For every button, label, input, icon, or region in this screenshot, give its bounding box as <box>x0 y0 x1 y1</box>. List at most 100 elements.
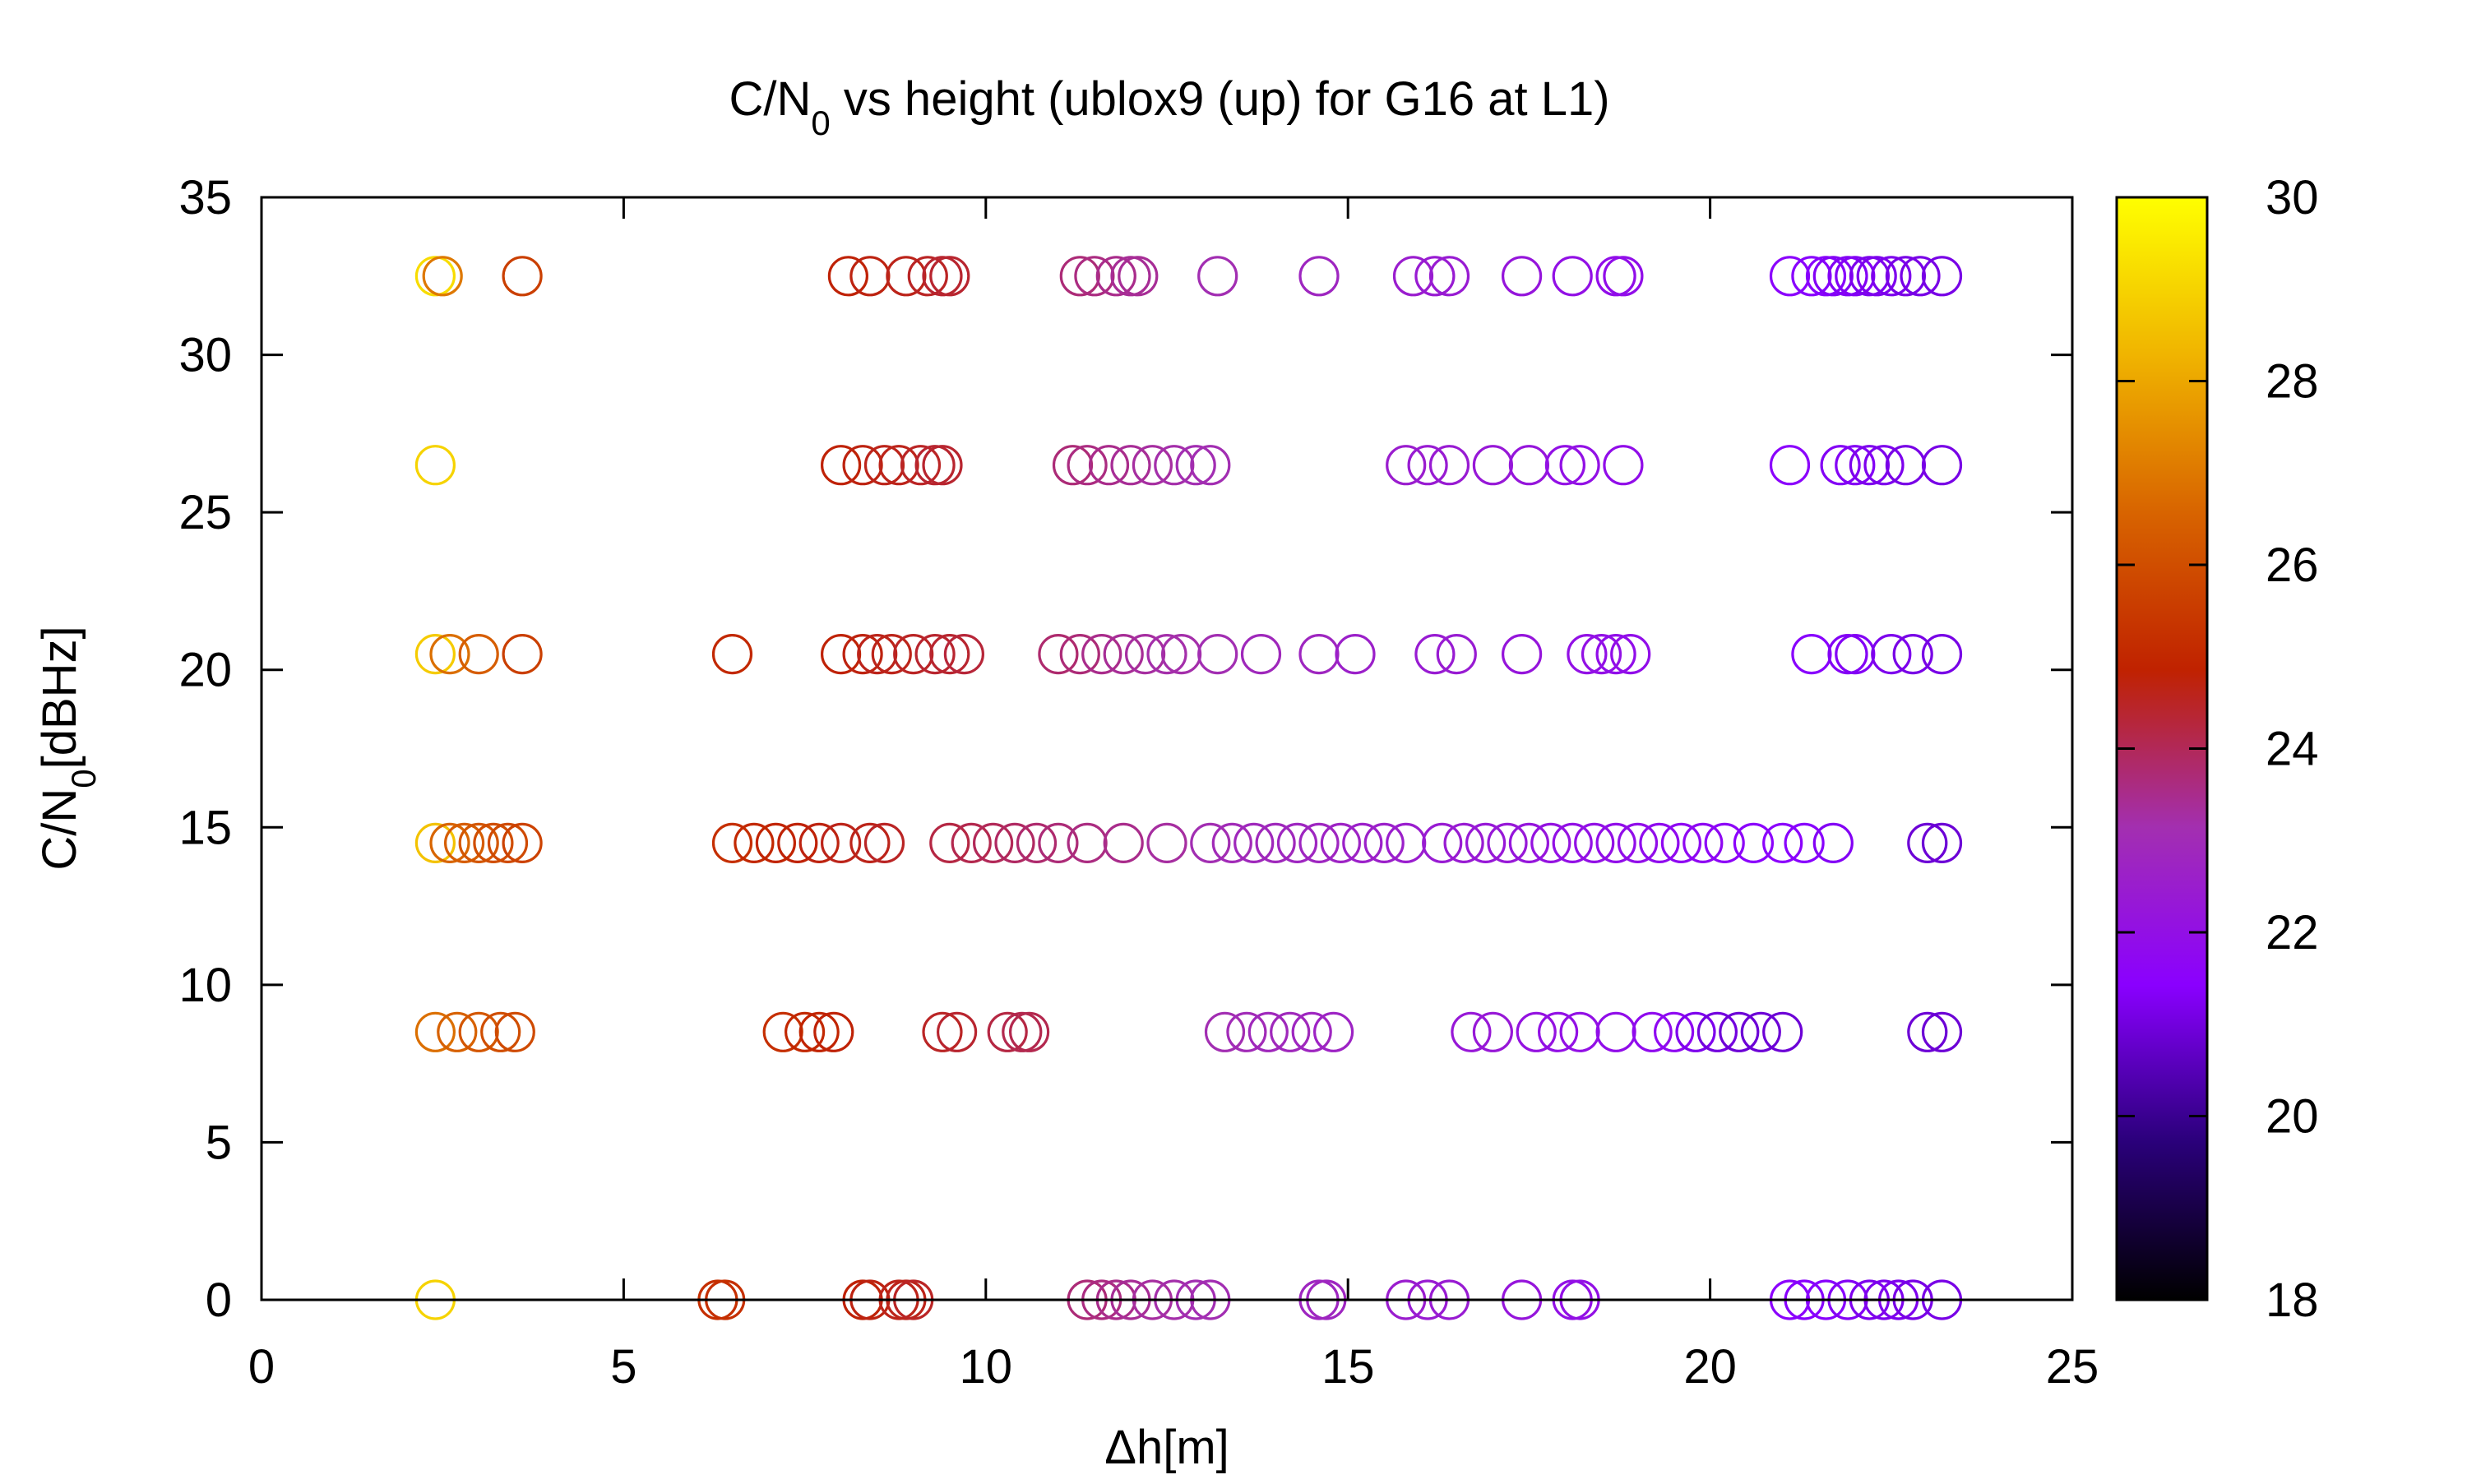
data-point <box>1610 633 1651 675</box>
data-point <box>1088 445 1130 486</box>
data-point <box>1559 1011 1600 1052</box>
data-point <box>1240 633 1282 675</box>
y-tick-label: 35 <box>178 171 232 224</box>
data-point <box>1414 633 1456 675</box>
data-point <box>458 633 499 675</box>
data-point <box>1234 822 1275 864</box>
data-point <box>1740 1011 1781 1052</box>
data-point <box>1603 445 1644 486</box>
data-point <box>458 822 499 864</box>
data-point <box>1835 633 1876 675</box>
data-point <box>1342 822 1383 864</box>
colorbar-tick-label: 20 <box>2266 1090 2319 1144</box>
plot-frame <box>260 196 2074 1301</box>
data-point <box>1335 633 1376 675</box>
chart-title: C/N0 vs height (ublox9 (up) for G16 at L… <box>729 72 1609 142</box>
data-point <box>480 1011 521 1052</box>
data-point <box>755 822 797 864</box>
data-point <box>437 1011 478 1052</box>
data-point <box>1595 1011 1636 1052</box>
y-tick-label: 20 <box>178 644 232 697</box>
data-point <box>936 1011 978 1052</box>
y-tick-label: 5 <box>206 1116 232 1169</box>
data-point <box>1002 1011 1043 1052</box>
data-point <box>951 822 992 864</box>
data-point <box>1414 256 1456 297</box>
y-tick-label: 25 <box>178 486 232 539</box>
data-point <box>1574 822 1615 864</box>
data-point <box>1146 633 1187 675</box>
data-point <box>1791 256 1832 297</box>
data-point <box>1052 445 1094 486</box>
data-point <box>1921 633 1963 675</box>
data-point <box>842 445 883 486</box>
data-point <box>1871 256 1912 297</box>
data-point <box>1038 633 1079 675</box>
data-point <box>1428 256 1470 297</box>
data-point <box>1849 256 1890 297</box>
data-point <box>972 822 1014 864</box>
data-point <box>1921 445 1963 486</box>
data-point <box>711 822 753 864</box>
data-point <box>1769 256 1811 297</box>
data-point <box>1827 256 1868 297</box>
data-point <box>473 822 514 864</box>
data-point <box>929 822 970 864</box>
data-point <box>1255 822 1296 864</box>
data-point <box>711 633 753 675</box>
x-axis: 0 5 10 15 20 25 <box>248 197 2099 1394</box>
y-tick-label: 15 <box>178 801 232 854</box>
data-point <box>762 1011 803 1052</box>
data-point <box>1769 445 1811 486</box>
data-point <box>487 822 529 864</box>
data-point <box>1885 256 1926 297</box>
data-point <box>893 633 934 675</box>
data-point <box>1762 822 1803 864</box>
y-tick-label: 30 <box>178 329 232 382</box>
data-point <box>1719 1011 1760 1052</box>
data-point <box>1451 1011 1492 1052</box>
data-point <box>1871 633 1912 675</box>
data-point <box>1008 1011 1050 1052</box>
data-point <box>1812 256 1854 297</box>
data-point <box>1392 256 1434 297</box>
data-point <box>1516 1011 1557 1052</box>
data-point <box>1733 822 1774 864</box>
data-point <box>1907 1011 1948 1052</box>
data-point <box>502 256 543 297</box>
data-point <box>914 445 956 486</box>
colorbar-tick-label: 26 <box>2266 539 2319 592</box>
data-point <box>1190 822 1231 864</box>
x-tick-label: 25 <box>2046 1340 2099 1394</box>
data-point <box>422 256 463 297</box>
data-point <box>900 445 942 486</box>
data-point <box>1907 822 1948 864</box>
data-point <box>1863 445 1905 486</box>
data-point <box>1537 1011 1579 1052</box>
data-point <box>1059 256 1100 297</box>
data-point <box>1211 822 1252 864</box>
data-point <box>1508 822 1550 864</box>
data-point <box>1110 445 1151 486</box>
data-point <box>1487 822 1528 864</box>
data-point <box>1386 445 1427 486</box>
y-axis-label: C/N0[dBHz] <box>33 626 103 870</box>
data-point <box>987 1011 1028 1052</box>
data-point <box>1118 256 1159 297</box>
data-point <box>1885 445 1926 486</box>
data-point <box>1154 445 1195 486</box>
data-point <box>1675 1011 1716 1052</box>
data-point <box>1074 256 1115 297</box>
y-axis: 0 5 10 15 20 25 30 35 <box>178 171 2072 1327</box>
data-point <box>1363 822 1405 864</box>
data-point <box>1552 822 1593 864</box>
data-point <box>1226 1011 1267 1052</box>
data-point <box>1581 633 1622 675</box>
data-point <box>1704 822 1745 864</box>
data-point <box>1921 256 1963 297</box>
data-point <box>1146 822 1187 864</box>
data-point <box>849 256 891 297</box>
data-point <box>1067 822 1108 864</box>
data-point <box>1436 633 1477 675</box>
